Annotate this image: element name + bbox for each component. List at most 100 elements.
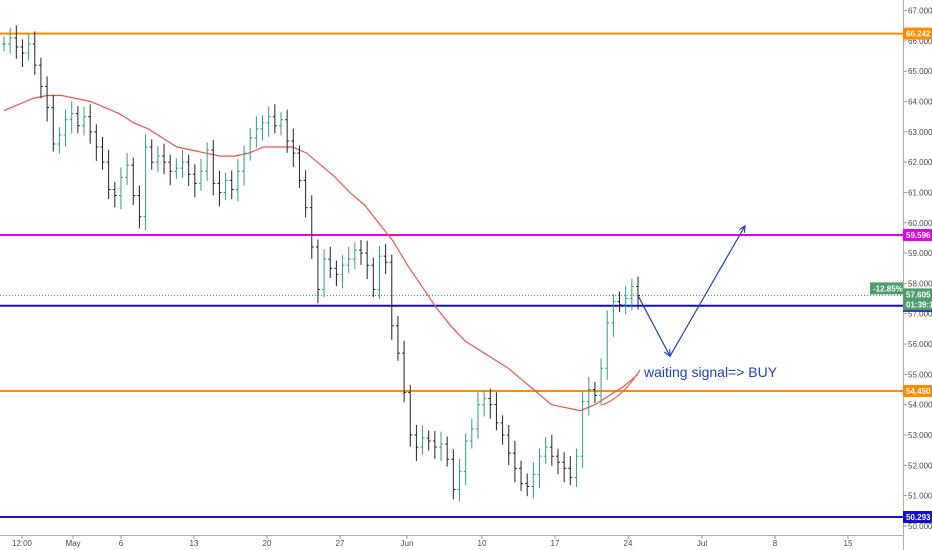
y-tick-label: 64.000 — [908, 98, 932, 107]
candle — [32, 31, 37, 75]
level-label: 50.293 — [906, 513, 931, 522]
candle — [143, 134, 148, 231]
candle — [506, 424, 511, 465]
candle — [20, 39, 25, 67]
candle — [494, 392, 499, 431]
candle — [106, 149, 111, 200]
y-tick-label: 59.000 — [908, 249, 932, 258]
level-label: 54.450 — [906, 387, 931, 396]
candle — [285, 109, 290, 153]
candle — [475, 392, 480, 439]
candle — [377, 246, 382, 300]
level-label: 66.242 — [906, 30, 931, 39]
candle — [168, 154, 173, 186]
y-tick-label: 63.000 — [908, 128, 932, 137]
current-price: 57.605 — [906, 290, 931, 299]
candle — [75, 106, 80, 134]
candle — [482, 391, 487, 417]
candle — [272, 104, 277, 134]
annotation-connector — [601, 369, 641, 406]
candle — [112, 181, 117, 208]
candle — [586, 377, 591, 416]
y-tick-label: 67.000 — [908, 7, 932, 16]
candle — [365, 240, 370, 280]
x-tick-label: Jul — [697, 539, 707, 548]
candle — [125, 152, 130, 185]
y-tick-label: 66.000 — [908, 37, 932, 46]
x-tick-label: May — [65, 539, 80, 548]
countdown: 01:39:11 — [906, 300, 932, 309]
candle — [51, 95, 56, 152]
candle — [512, 440, 517, 483]
candle — [500, 415, 505, 445]
candle — [155, 146, 160, 172]
candle — [395, 315, 400, 361]
candle — [599, 358, 604, 406]
candle — [408, 384, 413, 447]
y-tick-label: 58.000 — [908, 279, 932, 288]
x-tick-label: 24 — [624, 539, 633, 548]
candle — [451, 449, 456, 500]
candle — [186, 154, 191, 187]
candle — [549, 434, 554, 466]
candle — [8, 27, 13, 54]
x-tick-label: 27 — [336, 539, 345, 548]
candle — [248, 127, 253, 161]
candle — [605, 310, 610, 381]
candle — [57, 127, 62, 154]
candle — [592, 381, 597, 404]
candle — [260, 115, 265, 141]
y-tick-label: 60.000 — [908, 219, 932, 228]
candle — [574, 448, 579, 488]
candle — [371, 257, 376, 298]
candle — [88, 104, 93, 144]
candle — [297, 145, 302, 188]
candle — [389, 254, 394, 340]
candle — [82, 106, 87, 136]
annotation-text[interactable]: waiting signal=> BUY — [643, 364, 778, 380]
candle — [469, 418, 474, 449]
candle — [315, 239, 320, 304]
candle — [205, 142, 210, 181]
x-tick-label: 17 — [551, 539, 560, 548]
candle — [45, 76, 50, 122]
candle — [278, 112, 283, 136]
projection-arrows[interactable] — [637, 224, 746, 358]
candle — [149, 139, 154, 170]
candle — [525, 473, 530, 497]
projection-arrowhead-down — [664, 349, 671, 358]
candle — [568, 455, 573, 485]
candle — [63, 109, 68, 147]
change-tag — [870, 282, 903, 295]
candle — [432, 431, 437, 459]
candle — [118, 167, 123, 210]
candle — [439, 431, 444, 462]
candle — [217, 170, 222, 207]
candle — [383, 243, 388, 275]
candle — [322, 249, 327, 298]
candle — [611, 294, 616, 337]
candle — [352, 242, 357, 269]
candle — [359, 240, 364, 265]
candle — [137, 185, 142, 229]
candle — [162, 143, 167, 174]
y-tick-label: 52.000 — [908, 461, 932, 470]
candle — [2, 36, 6, 52]
candle — [26, 33, 31, 61]
candle — [402, 340, 407, 403]
level-tag — [903, 511, 932, 524]
candle — [617, 291, 622, 313]
candle — [38, 57, 43, 99]
candle — [445, 436, 450, 467]
candle — [457, 458, 462, 502]
candle — [291, 128, 296, 168]
x-tick-label: 13 — [190, 539, 199, 548]
candle — [14, 25, 19, 59]
candle — [414, 424, 419, 462]
candle — [180, 149, 185, 178]
horizontal-levels[interactable] — [0, 32, 903, 519]
plot-area — [0, 0, 903, 535]
x-tick-label: 6 — [119, 539, 124, 548]
